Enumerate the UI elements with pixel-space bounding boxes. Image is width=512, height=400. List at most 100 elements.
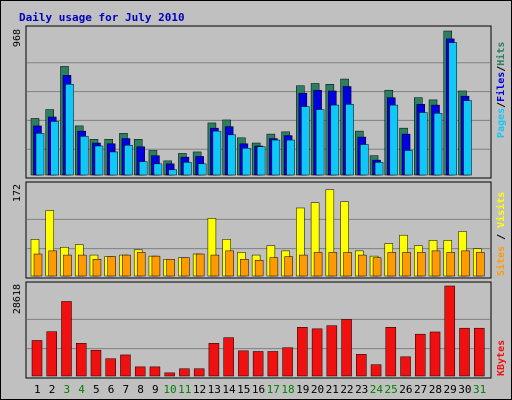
bar-pages-day-16 (256, 146, 266, 176)
bar-kbytes-day-4 (75, 343, 87, 377)
bar-pages-day-15 (242, 147, 251, 176)
bar-pages-day-3 (65, 84, 74, 176)
bar-kbytes-day-22 (341, 319, 352, 377)
bar-sites-day-16 (254, 260, 264, 277)
bar-kbytes-day-16 (252, 351, 264, 377)
bar-kbytes-day-27 (415, 333, 426, 377)
legend-separator: / (496, 228, 507, 246)
legend-sites-visits: Sites / Visits (495, 192, 507, 276)
bar-sites-day-22 (343, 252, 352, 277)
bar-kbytes-day-15 (238, 350, 249, 377)
bar-kbytes-day-14 (223, 337, 234, 377)
x-tick-day-1: 1 (34, 383, 41, 396)
bar-sites-day-6 (107, 256, 116, 277)
bar-pages-day-5 (94, 145, 104, 176)
bar-kbytes-day-7 (120, 354, 131, 377)
bar-sites-day-3 (63, 254, 72, 277)
x-tick-day-25: 25 (385, 383, 398, 396)
bar-sites-day-23 (358, 254, 367, 277)
x-tick-day-20: 20 (311, 383, 324, 396)
bar-pages-day-24 (374, 162, 384, 176)
bar-sites-day-10 (166, 259, 175, 277)
legend-hits-files-pages: Pages/Files/Hits (495, 42, 507, 138)
bar-kbytes-day-24 (370, 364, 382, 377)
bar-sites-day-19 (299, 254, 308, 277)
bar-sites-day-21 (328, 252, 338, 277)
legend-files: Files (495, 72, 507, 102)
bar-pages-day-27 (419, 112, 428, 176)
x-tick-day-4: 4 (78, 383, 85, 396)
x-tick-day-10: 10 (163, 383, 176, 396)
bar-kbytes-day-31 (474, 327, 485, 377)
x-tick-day-31: 31 (473, 383, 486, 396)
bar-sites-day-31 (476, 252, 485, 277)
bar-pages-day-4 (79, 136, 89, 176)
bar-kbytes-day-26 (400, 356, 411, 377)
bar-kbytes-day-10 (164, 372, 175, 377)
bar-pages-day-18 (286, 139, 295, 176)
bar-kbytes-day-6 (105, 358, 116, 377)
bar-sites-day-8 (136, 252, 146, 277)
bar-kbytes-day-25 (385, 327, 397, 377)
x-tick-day-22: 22 (340, 383, 353, 396)
bar-pages-day-13 (212, 130, 222, 176)
chart-title: Daily usage for July 2010 (19, 11, 185, 24)
bar-sites-day-9 (151, 255, 161, 277)
legend-visits: Visits (495, 192, 507, 228)
bar-sites-day-27 (417, 252, 426, 277)
bar-pages-day-28 (433, 113, 443, 176)
x-tick-day-7: 7 (123, 383, 130, 396)
x-tick-day-2: 2 (49, 383, 56, 396)
bar-sites-day-17 (269, 257, 279, 277)
bar-kbytes-day-1 (31, 340, 43, 377)
bar-pages-day-23 (360, 144, 369, 176)
bar-pages-day-6 (109, 151, 118, 176)
y-max-tick: 968 (12, 29, 23, 47)
x-tick-day-13: 13 (208, 383, 221, 396)
x-tick-day-28: 28 (429, 383, 442, 396)
bar-sites-day-4 (77, 254, 87, 277)
bar-kbytes-day-21 (326, 325, 338, 377)
y-max-tick: 172 (12, 184, 23, 202)
bar-pages-day-30 (463, 100, 472, 176)
x-tick-day-9: 9 (152, 383, 159, 396)
bar-kbytes-day-5 (90, 349, 102, 377)
x-tick-day-12: 12 (193, 383, 206, 396)
legend-sites: Sites (495, 246, 507, 276)
x-tick-day-26: 26 (399, 383, 412, 396)
bar-pages-day-12 (197, 163, 207, 176)
bar-pages-day-8 (138, 161, 148, 176)
bar-pages-day-14 (227, 134, 236, 176)
bar-kbytes-day-3 (61, 301, 72, 377)
bar-sites-day-13 (210, 254, 220, 277)
x-tick-day-15: 15 (237, 383, 250, 396)
x-tick-day-8: 8 (137, 383, 144, 396)
bar-sites-day-20 (313, 252, 323, 277)
bar-sites-day-11 (181, 257, 190, 277)
x-tick-day-24: 24 (370, 383, 384, 396)
x-tick-day-17: 17 (267, 383, 280, 396)
y-max-tick: 28618 (12, 284, 23, 314)
bar-pages-day-11 (183, 162, 192, 176)
bar-sites-day-29 (446, 252, 456, 277)
bar-kbytes-day-13 (208, 343, 220, 377)
x-tick-day-30: 30 (458, 383, 471, 396)
bar-pages-day-20 (315, 109, 325, 176)
bar-pages-day-22 (345, 104, 354, 176)
legend-separator: / (496, 102, 507, 108)
bar-sites-day-5 (92, 259, 102, 277)
bar-sites-day-30 (461, 250, 470, 277)
bar-pages-day-26 (404, 150, 413, 176)
bar-sites-day-15 (240, 259, 249, 277)
x-tick-day-19: 19 (296, 383, 309, 396)
x-tick-day-14: 14 (222, 383, 236, 396)
legend-kbytes: KBytes (496, 340, 507, 376)
x-tick-day-21: 21 (326, 383, 339, 396)
bar-kbytes-day-20 (311, 328, 323, 377)
bar-pages-day-2 (50, 121, 59, 176)
bar-sites-day-18 (284, 256, 293, 277)
x-tick-day-16: 16 (252, 383, 265, 396)
legend-pages: Pages (496, 108, 507, 138)
legend-hits: Hits (495, 42, 507, 66)
